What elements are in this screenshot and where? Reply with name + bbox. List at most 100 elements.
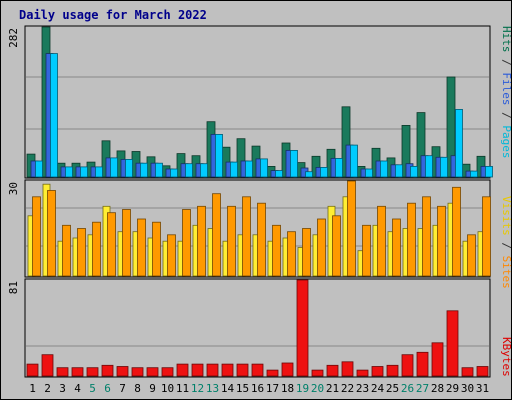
y-max-label: 282 xyxy=(7,28,20,48)
x-tick-label: 18 xyxy=(281,382,294,395)
kbytes-bar xyxy=(461,367,474,377)
pages-bar xyxy=(305,171,313,178)
series-axis-label-part: Files xyxy=(500,72,512,105)
series-axis-label-part: Sites xyxy=(500,256,512,289)
kbytes-bar xyxy=(401,354,414,377)
kbytes-bar xyxy=(146,367,159,377)
pages-bar xyxy=(245,160,253,178)
sites-bar xyxy=(287,231,296,277)
pages-bar xyxy=(65,166,73,178)
sites-bar xyxy=(332,215,341,277)
pages-bar xyxy=(260,158,268,178)
pages-bar xyxy=(275,170,283,178)
x-tick-label: 25 xyxy=(386,382,399,395)
kbytes-bar xyxy=(41,354,54,377)
kbytes-bar xyxy=(86,367,99,377)
pages-bar xyxy=(185,163,193,178)
panel-frame xyxy=(24,278,491,378)
x-tick-label: 13 xyxy=(206,382,219,395)
x-tick-label: 10 xyxy=(161,382,174,395)
kbytes-bar xyxy=(251,363,264,377)
pages-bar xyxy=(230,161,238,178)
pages-bar xyxy=(80,166,88,178)
kbytes-bar xyxy=(386,364,399,377)
x-tick-label: 12 xyxy=(191,382,204,395)
x-tick-label: 3 xyxy=(59,382,66,395)
x-tick-label: 26 xyxy=(401,382,414,395)
y-max-label: 30 xyxy=(7,182,20,195)
x-tick-label: 24 xyxy=(371,382,385,395)
kbytes-bar xyxy=(71,367,84,377)
sites-bar xyxy=(92,221,101,277)
x-tick-label: 2 xyxy=(44,382,51,395)
x-tick-label: 5 xyxy=(89,382,96,395)
sites-bar xyxy=(467,234,476,277)
pages-bar xyxy=(470,170,478,178)
sites-bar xyxy=(317,218,326,277)
panel-1: 282 Hits / Files / Pages xyxy=(7,25,512,179)
x-axis: 1 2 3 4 5 6 7 8 9 10 11 12 13 14 15 16 17 18 19 20 21 22 23 24 2… xyxy=(29,382,489,395)
kbytes-bar xyxy=(476,366,489,377)
x-tick-label: 14 xyxy=(221,382,235,395)
series-axis-label-part: / xyxy=(500,53,512,73)
pages-bar xyxy=(365,168,373,178)
kbytes-bar xyxy=(341,361,354,377)
pages-bar xyxy=(155,162,163,178)
sites-bar xyxy=(137,218,146,277)
x-tick-label: 15 xyxy=(236,382,249,395)
kbytes-bar xyxy=(326,364,339,377)
pages-bar xyxy=(125,158,133,178)
kbytes-bar xyxy=(56,367,69,377)
x-tick-label: 8 xyxy=(134,382,141,395)
sites-bar xyxy=(212,193,221,277)
series-axis-label: Visits / Sites xyxy=(500,196,512,289)
pages-bar xyxy=(395,164,403,178)
sites-bar xyxy=(62,224,71,277)
sites-bar xyxy=(437,205,446,277)
pages-bar xyxy=(200,163,208,178)
sites-bar xyxy=(362,224,371,277)
x-tick-label: 30 xyxy=(461,382,474,395)
x-tick-label: 22 xyxy=(341,382,354,395)
sites-bar xyxy=(422,196,431,277)
sites-bar xyxy=(107,212,116,277)
sites-bar xyxy=(257,202,266,277)
sites-bar xyxy=(242,196,251,277)
sites-bar xyxy=(152,221,161,277)
pages-bar xyxy=(50,53,58,178)
sites-bar xyxy=(347,180,356,277)
kbytes-bar xyxy=(431,342,444,377)
pages-bar xyxy=(290,149,298,178)
chart-panels: 282 Hits / Files / Pages 30 Visits / Sites 8… xyxy=(7,25,512,378)
kbytes-bar xyxy=(161,367,174,377)
pages-bar xyxy=(35,160,43,178)
x-tick-label: 28 xyxy=(431,382,444,395)
sites-bar xyxy=(407,202,416,277)
sites-bar xyxy=(227,205,236,277)
sites-bar xyxy=(482,196,491,277)
kbytes-bar xyxy=(356,369,369,377)
kbytes-bar xyxy=(176,363,189,377)
kbytes-bar xyxy=(116,366,129,377)
sites-bar xyxy=(452,186,461,277)
kbytes-bar xyxy=(131,367,144,377)
pages-bar xyxy=(410,165,418,178)
x-tick-label: 9 xyxy=(149,382,156,395)
series-axis-label: Hits / Files / Pages xyxy=(500,26,512,159)
sites-bar xyxy=(32,196,41,277)
kbytes-bar xyxy=(416,351,429,377)
pages-bar xyxy=(380,160,388,178)
pages-bar xyxy=(425,155,433,178)
pages-bar xyxy=(95,166,103,178)
pages-bar xyxy=(455,109,463,178)
pages-bar xyxy=(320,166,328,178)
series-axis-label: KBytes xyxy=(500,337,512,377)
series-axis-label-part: / xyxy=(500,106,512,126)
x-tick-label: 6 xyxy=(104,382,111,395)
sites-bar xyxy=(122,209,131,277)
kbytes-bar xyxy=(221,363,234,377)
pages-bar xyxy=(485,165,493,178)
y-max-label: 81 xyxy=(7,281,20,294)
sites-bar xyxy=(377,205,386,277)
